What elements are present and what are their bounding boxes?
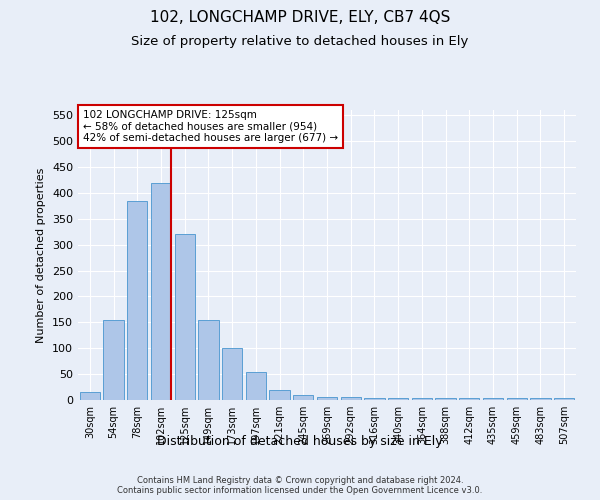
Text: Contains HM Land Registry data © Crown copyright and database right 2024.
Contai: Contains HM Land Registry data © Crown c… — [118, 476, 482, 495]
Bar — [103, 320, 124, 400]
Bar — [436, 398, 455, 400]
Bar — [199, 320, 218, 400]
Bar — [388, 398, 408, 400]
Bar — [293, 395, 313, 400]
Bar — [364, 398, 385, 400]
Bar — [269, 390, 290, 400]
Y-axis label: Number of detached properties: Number of detached properties — [37, 168, 46, 342]
Text: Distribution of detached houses by size in Ely: Distribution of detached houses by size … — [157, 435, 443, 448]
Bar — [483, 398, 503, 400]
Bar — [341, 398, 361, 400]
Bar — [246, 372, 266, 400]
Bar — [175, 234, 195, 400]
Text: 102 LONGCHAMP DRIVE: 125sqm
← 58% of detached houses are smaller (954)
42% of se: 102 LONGCHAMP DRIVE: 125sqm ← 58% of det… — [83, 110, 338, 143]
Bar — [80, 392, 100, 400]
Text: 102, LONGCHAMP DRIVE, ELY, CB7 4QS: 102, LONGCHAMP DRIVE, ELY, CB7 4QS — [150, 10, 450, 25]
Bar — [506, 398, 527, 400]
Bar — [412, 398, 432, 400]
Bar — [151, 182, 171, 400]
Bar — [459, 398, 479, 400]
Bar — [222, 348, 242, 400]
Bar — [530, 398, 551, 400]
Bar — [127, 200, 148, 400]
Bar — [554, 398, 574, 400]
Text: Size of property relative to detached houses in Ely: Size of property relative to detached ho… — [131, 35, 469, 48]
Bar — [317, 398, 337, 400]
